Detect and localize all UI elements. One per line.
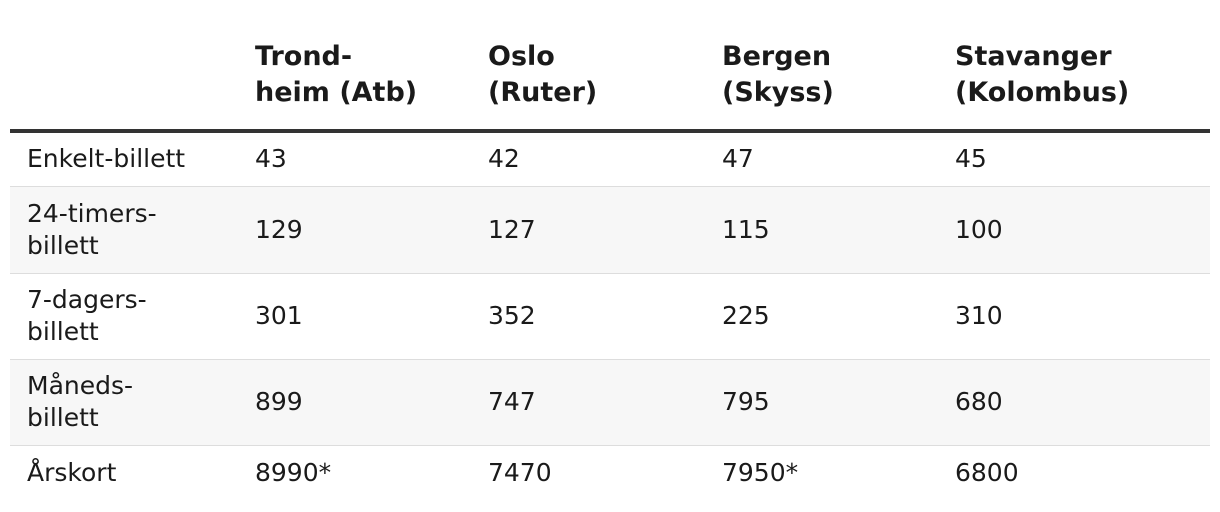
column-header: Oslo (Ruter)	[488, 0, 722, 133]
table-row: 24-timers- billett 129 127 115 100	[10, 186, 1210, 274]
column-header: Trond- heim (Atb)	[255, 0, 488, 133]
price-cell: 352	[488, 273, 722, 360]
price-cell: 747	[488, 359, 722, 446]
price-cell: 127	[488, 186, 722, 274]
price-cell: 7470	[488, 458, 552, 488]
price-cell: 43	[255, 131, 488, 187]
price-cell: 7950*	[722, 458, 799, 488]
price-cell: 42	[488, 131, 722, 187]
table-header: Trond- heim (Atb) Oslo (Ruter) Bergen (Sky…	[10, 0, 1210, 133]
price-cell: 899	[255, 359, 488, 446]
row-label: Enkelt-billett	[10, 131, 255, 187]
price-cell: 225	[722, 273, 955, 360]
price-cell: 310	[955, 273, 1210, 360]
table-body: Enkelt-billett 43 42 47 45 24-timers- billett…	[10, 131, 1210, 501]
row-label: 7-dagers- billett	[10, 273, 255, 360]
price-cell: 8990*	[255, 458, 332, 488]
row-label: 24-timers- billett	[10, 186, 255, 274]
header-row: Trond- heim (Atb) Oslo (Ruter) Bergen (Sky…	[10, 0, 1210, 133]
table-row: Enkelt-billett 43 42 47 45	[10, 131, 1210, 187]
column-header: Stavanger (Kolombus)	[955, 0, 1210, 133]
header-empty	[10, 0, 255, 133]
price-cell: 795	[722, 359, 955, 446]
table-row: Årskort 8990* 7470 7950* 6800	[10, 445, 1210, 501]
column-header: Bergen (Skyss)	[722, 0, 955, 133]
row-label: Årskort	[27, 458, 117, 488]
price-cell: 45	[955, 131, 1210, 187]
price-table: Trond- heim (Atb) Oslo (Ruter) Bergen (Sky…	[10, 0, 1210, 501]
price-cell: 47	[722, 131, 955, 187]
table-row: 7-dagers- billett 301 352 225 310	[10, 273, 1210, 360]
row-label: Måneds- billett	[10, 359, 255, 446]
price-cell: 6800	[955, 458, 1019, 488]
price-cell: 301	[255, 273, 488, 360]
price-cell: 129	[255, 186, 488, 274]
price-cell: 100	[955, 186, 1210, 274]
price-cell: 115	[722, 186, 955, 274]
price-cell: 680	[955, 359, 1210, 446]
table-row: Måneds- billett 899 747 795 680	[10, 359, 1210, 446]
